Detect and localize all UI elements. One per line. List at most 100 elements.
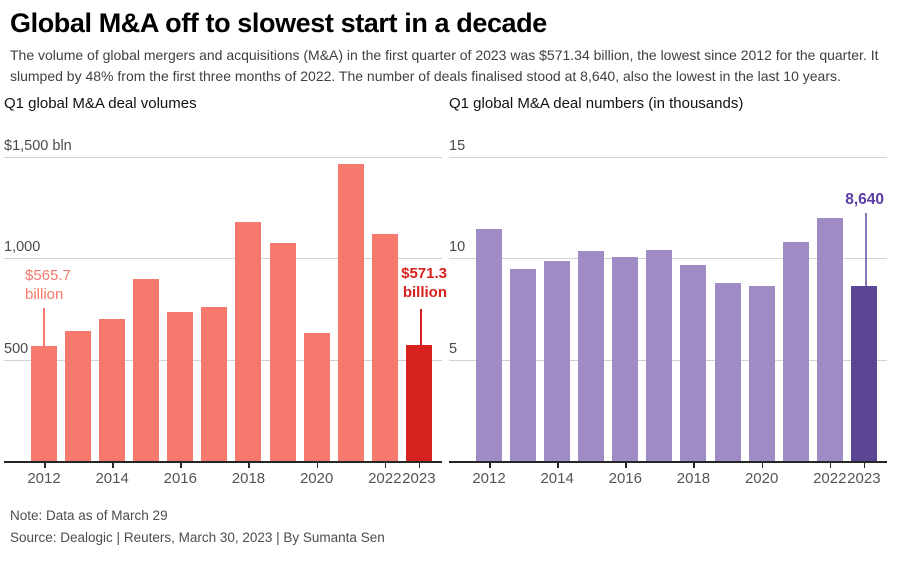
x-axis-numbers: 2012 2014 2016 2018 2020 2022 2023 — [449, 463, 887, 491]
x-axis-label: 2014 — [95, 470, 129, 488]
bar-2018 — [235, 221, 262, 462]
bar-2020 — [303, 333, 330, 462]
y-axis-label: 500 — [4, 340, 29, 357]
x-axis-slot: 2018 — [232, 463, 265, 491]
x-axis-slot — [783, 463, 809, 491]
y-axis-label: 15 — [449, 138, 466, 155]
x-axis-slot — [133, 463, 159, 491]
bar-2016 — [167, 312, 194, 462]
x-axis-label: 2023 — [402, 470, 436, 488]
x-axis-tick — [761, 463, 764, 469]
annotation-pointer-line — [420, 309, 422, 346]
footer: Note: Data as of March 29 Source: Dealog… — [10, 505, 887, 548]
x-axis-slot: 2012 — [27, 463, 61, 491]
x-axis-label: 2018 — [231, 470, 266, 488]
x-axis-slot: 2016 — [164, 463, 197, 491]
x-axis-slot — [201, 463, 227, 491]
x-axis-tick — [829, 463, 832, 469]
infographic: Global M&A off to slowest start in a dec… — [4, 8, 887, 548]
bar-2018 — [680, 265, 707, 462]
x-axis-slot: 2014 — [95, 463, 129, 491]
bar-series-numbers — [449, 157, 887, 462]
x-axis-slot: 2020 — [745, 463, 778, 491]
bar-2013 — [65, 331, 92, 462]
x-axis-slot: 2023 — [847, 463, 881, 491]
bar-2014 — [544, 261, 571, 462]
bar-2016 — [612, 257, 639, 462]
x-axis-slot: 2023 — [402, 463, 436, 491]
x-axis-slot — [646, 463, 672, 491]
x-axis-tick — [625, 463, 627, 469]
chart-deal-volumes: Q1 global M&A deal volumes $1,500 bln 1,0… — [4, 87, 447, 491]
gridline: 15 — [449, 138, 887, 159]
bar-2021 — [782, 242, 809, 462]
x-axis-tick — [489, 463, 491, 469]
x-axis-tick — [44, 463, 46, 469]
bar-2015 — [578, 251, 605, 462]
x-axis-tick — [863, 463, 866, 469]
x-axis-label: 2018 — [676, 470, 711, 488]
bar-series-volumes — [4, 157, 442, 462]
x-axis-tick — [248, 463, 250, 469]
x-axis-slot — [65, 463, 91, 491]
annotation-text-line: billion — [25, 285, 64, 303]
bar-2013 — [510, 268, 537, 462]
annotation-text-line: $571.3 — [401, 265, 447, 283]
x-axis-label: 2020 — [744, 470, 779, 488]
bar-2012 — [31, 346, 57, 462]
bar-2017 — [201, 307, 228, 462]
chart-title-volumes: Q1 global M&A deal volumes — [4, 95, 197, 113]
x-axis-slot — [715, 463, 741, 491]
annotation-2012-value: $565.7 billion — [25, 267, 71, 305]
chart-deal-numbers: Q1 global M&A deal numbers (in thousands… — [449, 87, 887, 491]
x-axis-slot: 2022 — [813, 463, 846, 491]
note-text: Note: Data as of March 29 — [10, 508, 168, 524]
x-axis-tick — [316, 463, 319, 469]
chart-title-numbers: Q1 global M&A deal numbers (in thousands… — [449, 95, 744, 113]
x-axis-tick — [693, 463, 695, 469]
x-axis-tick — [180, 463, 182, 469]
x-axis-tick — [418, 463, 421, 469]
x-axis-label: 2012 — [27, 470, 61, 488]
x-axis-slot — [578, 463, 604, 491]
x-axis-slot: 2016 — [609, 463, 642, 491]
subtitle: The volume of global mergers and acquisi… — [10, 47, 879, 85]
gridline: $1,500 bln — [4, 138, 442, 159]
x-axis-label: 2016 — [608, 470, 642, 488]
plot-area-numbers: 15 10 5 8,640 — [449, 138, 887, 464]
y-axis-label: 5 — [449, 340, 458, 357]
x-axis-label: 2020 — [299, 470, 334, 488]
x-axis-slot: 2014 — [540, 463, 574, 491]
annotation-pointer-line — [865, 213, 867, 287]
bar-2023 — [850, 285, 877, 462]
bar-2019 — [714, 282, 741, 462]
x-axis-label: 2014 — [540, 470, 574, 488]
bar-2020 — [748, 285, 775, 462]
x-axis-label: 2022 — [813, 470, 847, 488]
annotation-text-line: 8,640 — [845, 191, 884, 209]
x-axis-tick — [557, 463, 559, 469]
x-axis-label: 2022 — [368, 470, 402, 488]
bar-2019 — [269, 243, 296, 462]
x-axis-slot — [338, 463, 364, 491]
bar-2021 — [337, 164, 364, 462]
annotation-text-line: $565.7 — [25, 267, 71, 285]
annotation-pointer-line — [43, 308, 45, 347]
page-title: Global M&A off to slowest start in a dec… — [10, 8, 547, 38]
bar-2023 — [405, 345, 432, 462]
annotation-2023-deals: 8,640 — [845, 190, 884, 209]
x-axis-slot: 2012 — [472, 463, 506, 491]
x-axis-slot — [270, 463, 296, 491]
y-axis-label: $1,500 bln — [4, 138, 72, 155]
source-text: Source: Dealogic | Reuters, March 30, 20… — [10, 529, 385, 545]
bar-2022 — [816, 217, 843, 462]
x-axis-slot: 2020 — [300, 463, 333, 491]
bar-2015 — [133, 278, 160, 462]
plot-area-volumes: $1,500 bln 1,000 500 $565.7 billion $571.3… — [4, 138, 447, 464]
x-axis-tick — [384, 463, 387, 469]
bar-2014 — [99, 319, 126, 462]
x-axis-label: 2012 — [472, 470, 506, 488]
annotation-2023-value: $571.3 billion — [401, 265, 447, 303]
bar-2022 — [371, 234, 398, 462]
x-axis-tick — [112, 463, 114, 469]
